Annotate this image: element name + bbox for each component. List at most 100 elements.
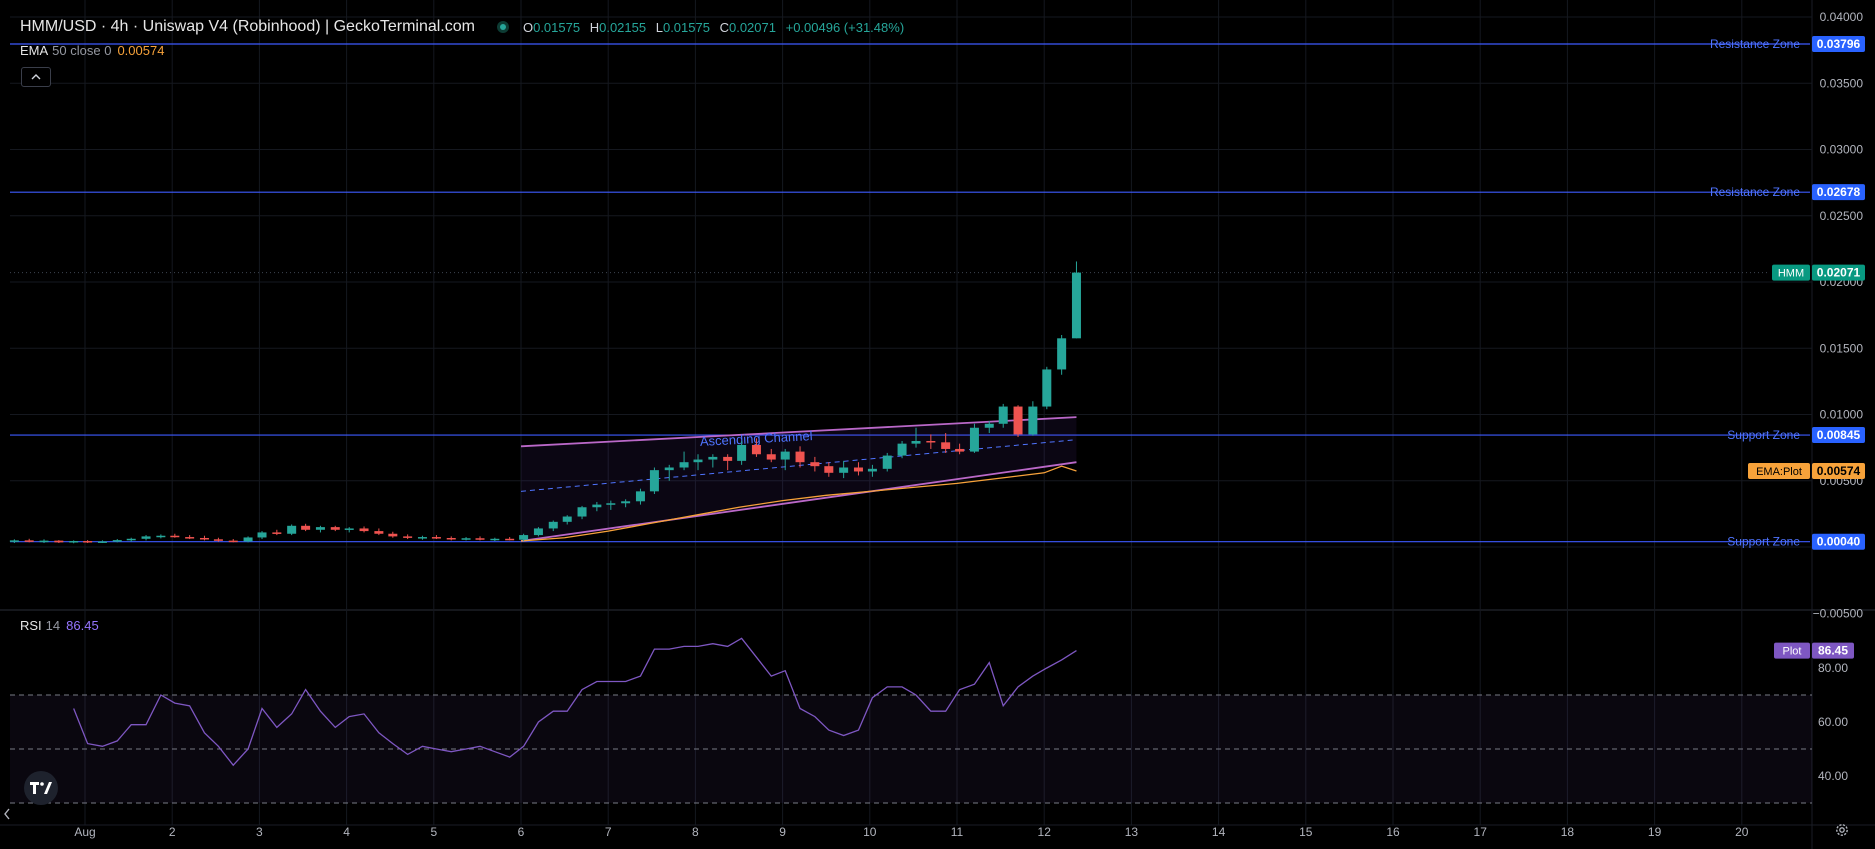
candle-body [635, 491, 645, 502]
candle-body [592, 504, 602, 508]
zone-value-tag [1812, 533, 1865, 550]
candle-body [1013, 406, 1023, 435]
candle-body [461, 538, 471, 540]
chevron-left-icon[interactable] [3, 808, 11, 820]
close-label: C [719, 19, 729, 35]
time-tick-label: 9 [779, 825, 786, 839]
last-price-label: 0.02071 [1817, 266, 1861, 280]
candle-body [955, 448, 965, 452]
channel-lower-line [520, 461, 1077, 542]
channel-upper-line [520, 416, 1077, 448]
candle-body [24, 540, 34, 542]
candle-body [228, 540, 238, 543]
candle-body [853, 467, 863, 472]
candle-body [941, 442, 951, 449]
rsi-name: RSI [20, 618, 42, 633]
symbol-tag [1772, 264, 1810, 281]
candle-body [548, 521, 558, 529]
zone-label: Resistance Zone [1710, 185, 1800, 199]
candle-body [839, 467, 849, 473]
candle-body [693, 459, 703, 463]
candle-body [315, 527, 325, 530]
candle-body [39, 540, 49, 543]
rsi-line [73, 637, 1077, 767]
time-tick-label: 3 [256, 825, 263, 839]
candle-body [751, 444, 761, 455]
price-tick-label: 0.04000 [1820, 10, 1864, 24]
ema-plot-tag-label: EMA:Plot [1756, 466, 1802, 478]
candle-body [998, 406, 1008, 424]
time-tick-label: Aug [74, 825, 95, 839]
rsi-value-tag [1812, 642, 1854, 659]
candle-body [1028, 406, 1038, 435]
time-tick-label: 20 [1735, 825, 1749, 839]
rsi-legend[interactable]: RSI 14 86.45 [20, 618, 99, 633]
price-tick-label: 0.03500 [1820, 76, 1864, 90]
time-tick-label: 7 [605, 825, 612, 839]
gear-icon[interactable] [1834, 822, 1850, 838]
candle-body [112, 540, 122, 542]
candle-body [446, 537, 456, 540]
candle-body [213, 539, 223, 541]
candle-body [156, 535, 166, 538]
zone-label: Resistance Zone [1710, 37, 1800, 51]
candle-body [257, 532, 267, 538]
time-tick-label: 5 [430, 825, 437, 839]
candle-body [243, 537, 253, 542]
zone-label: Support Zone [1727, 428, 1800, 442]
zone-label: Support Zone [1727, 535, 1800, 549]
time-tick-label: 15 [1299, 825, 1313, 839]
tradingview-logo-icon[interactable] [24, 771, 58, 805]
price-tick-label: 0.01500 [1820, 341, 1864, 355]
rsi-tick-label: 60.00 [1818, 715, 1848, 729]
ohlc-readout: O0.01575 H0.02155 L0.01575 C0.02071 +0.0… [523, 20, 904, 35]
candle-body [1042, 369, 1052, 407]
ema-legend[interactable]: EMA 50 close 0 0.00574 [20, 43, 164, 58]
candle-body [475, 538, 485, 540]
ema-params: 50 close 0 [52, 43, 112, 58]
rsi-value: 86.45 [66, 618, 99, 633]
time-tick-label: 12 [1038, 825, 1052, 839]
candle-body [126, 538, 136, 541]
chart-header: HMM/USD · 4h · Uniswap V4 (Robinhood) | … [20, 16, 904, 38]
open-value: 0.01575 [533, 19, 581, 35]
candle-body [882, 455, 892, 469]
candle-body [679, 462, 689, 468]
open-label: O [522, 19, 534, 35]
zone-value-tag [1812, 427, 1865, 444]
candle-body [54, 540, 64, 543]
rsi-plot-tag [1774, 642, 1810, 659]
zone-value-label: 0.03796 [1817, 37, 1861, 51]
chevron-up-icon [31, 74, 41, 80]
candle-body [388, 533, 398, 537]
candle-body [301, 525, 311, 530]
candle-body [83, 541, 93, 543]
candle-body [344, 528, 354, 530]
candle-body [199, 537, 209, 540]
price-tick-label: 0.02500 [1820, 209, 1864, 223]
collapse-legend-button[interactable] [21, 67, 51, 87]
candle-body [272, 532, 282, 534]
zone-value-tag [1812, 36, 1865, 53]
time-tick-label: 18 [1561, 825, 1575, 839]
candle-body [185, 537, 195, 539]
high-label: H [589, 19, 600, 35]
candle-body [897, 443, 907, 456]
time-tick-label: 14 [1212, 825, 1226, 839]
time-tick-label: 8 [692, 825, 699, 839]
time-tick-label: 11 [951, 825, 964, 839]
candle-body [664, 467, 674, 471]
rsi-tick-label: 80.00 [1818, 661, 1848, 675]
candle-body [810, 462, 820, 467]
rsi-params: 14 [45, 618, 61, 633]
zone-value-label: 0.00040 [1817, 535, 1861, 549]
candle-body [737, 444, 747, 461]
rsi-value-label: 86.45 [1818, 644, 1848, 658]
candle-body [926, 441, 936, 443]
market-status-icon [496, 21, 509, 33]
candle-body [69, 541, 79, 543]
time-tick-label: 16 [1386, 825, 1400, 839]
candle-body [533, 528, 543, 536]
candle-body [403, 536, 413, 538]
